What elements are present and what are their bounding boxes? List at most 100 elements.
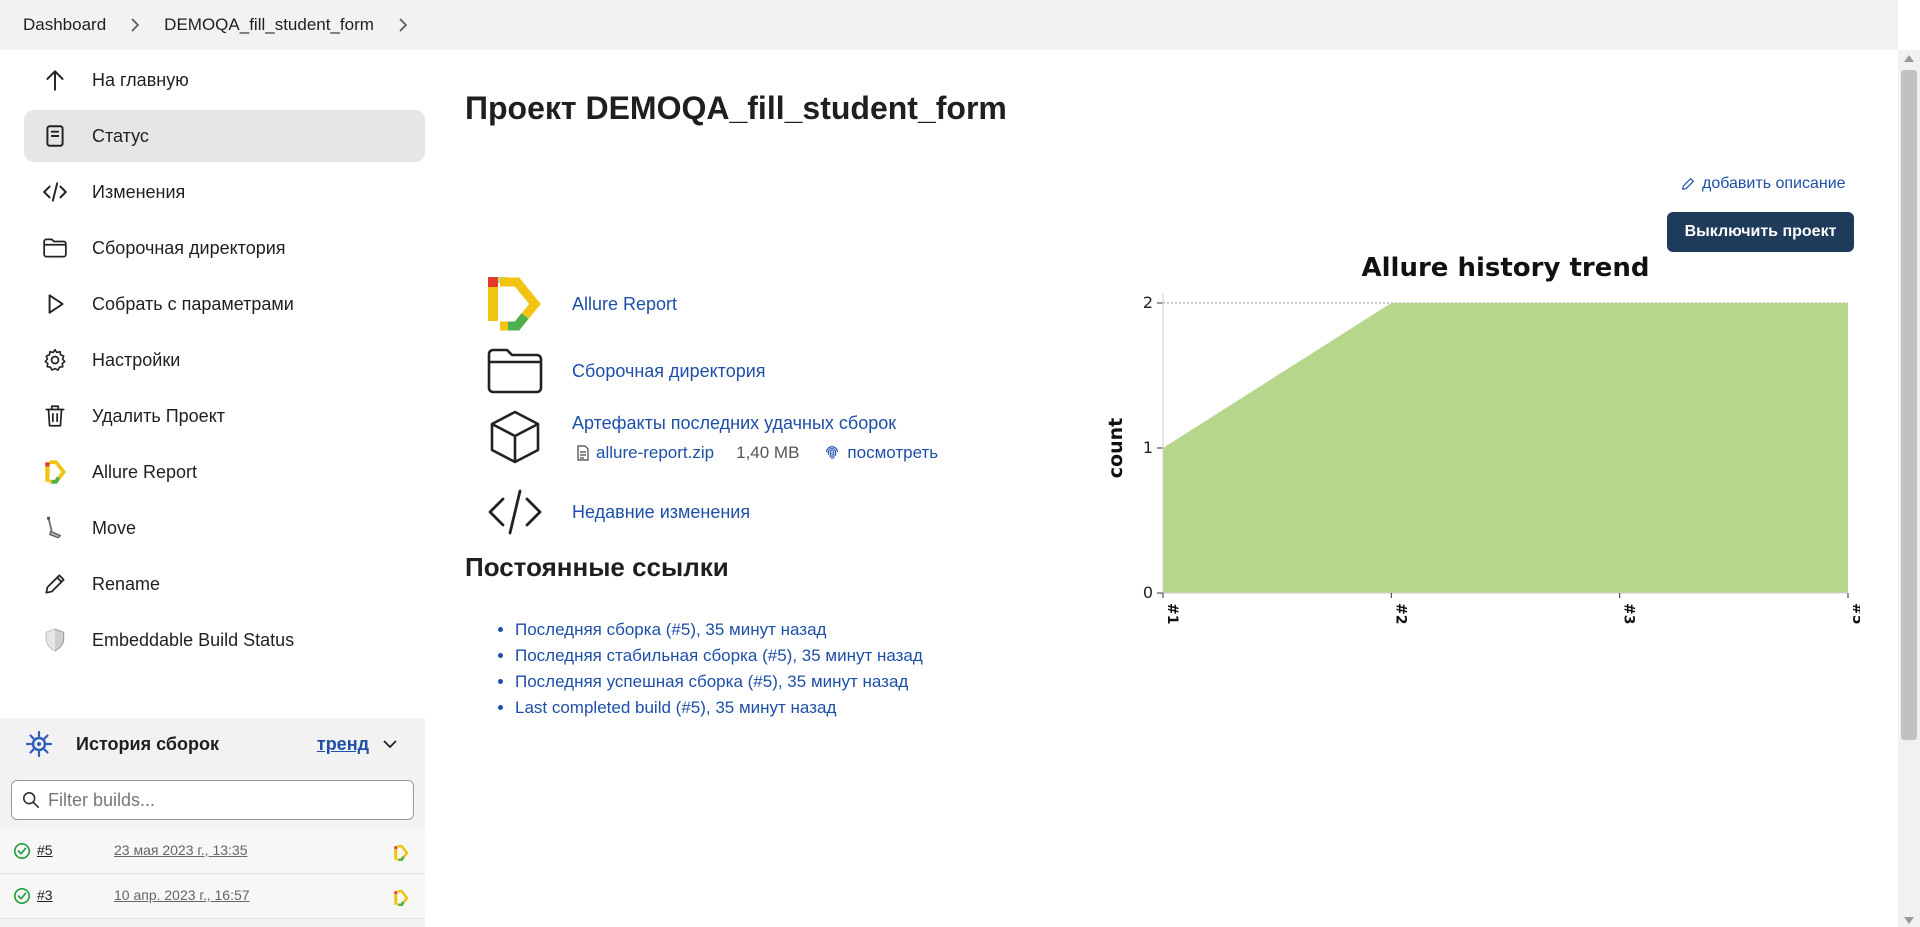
build-number-link[interactable]: #3 [37,887,53,903]
sidebar-item-settings[interactable]: Настройки [24,334,425,386]
recent-changes-link[interactable]: Недавние изменения [572,501,751,522]
permalink-last-stable-build[interactable]: Последняя стабильная сборка (#5), 35 мин… [515,646,923,665]
sidebar-item-label: Настройки [92,349,181,370]
allure-icon [486,275,544,333]
list-item: Last completed build (#5), 35 минут наза… [515,698,923,718]
play-icon [40,289,70,319]
trash-icon [40,401,70,431]
file-icon [577,445,589,461]
chart-svg: Allure history trend 0 1 2 #1 #2 #3 #5 count [1105,253,1865,624]
y-tick-label: 2 [1143,293,1153,312]
folder-icon [486,342,544,400]
sidebar-item-label: Собрать с параметрами [92,293,294,314]
build-date-link[interactable]: 10 апр. 2023 г., 16:57 [114,887,250,903]
sidebar-item-label: Move [92,517,137,538]
sidebar-item-rename[interactable]: Rename [24,558,425,610]
chevron-right-icon[interactable] [130,18,140,32]
x-tick-label: #1 [1164,603,1180,624]
permalinks-title: Постоянные ссылки [465,552,729,582]
sidebar-item-label: Embeddable Build Status [92,629,295,650]
sidebar-item-move[interactable]: Move [24,502,425,554]
list-item: Последняя стабильная сборка (#5), 35 мин… [515,646,923,666]
add-description-link[interactable]: добавить описание [1680,175,1846,193]
build-row[interactable]: #5 23 мая 2023 г., 13:35 [0,830,425,874]
sidebar-item-workspace[interactable]: Сборочная директория [24,222,425,274]
allure-report-link[interactable]: Allure Report [572,293,678,314]
artifacts-link[interactable]: Артефакты последних удачных сборок [572,412,897,433]
chevron-right-icon[interactable] [398,18,408,32]
scroll-down-icon[interactable] [1904,917,1914,924]
pencil-icon [40,569,70,599]
artifact-view-link[interactable]: посмотреть [847,443,939,462]
build-date-link[interactable]: 23 мая 2023 г., 13:35 [114,842,248,858]
scrollbar-thumb[interactable] [1901,70,1917,740]
sidebar-item-allure-report[interactable]: Allure Report [24,446,425,498]
trend-label: тренд [316,733,369,754]
folder-icon [40,233,70,263]
filter-builds-field[interactable] [11,780,414,820]
y-tick-label: 1 [1143,438,1153,457]
filter-builds-input[interactable] [48,789,388,811]
code-icon [40,177,70,207]
fingerprint-icon[interactable] [823,444,841,462]
code-icon [486,483,544,541]
chevron-down-icon[interactable] [383,739,397,749]
permalink-last-completed-build[interactable]: Last completed build (#5), 35 минут наза… [515,698,837,717]
sidebar-item-changes[interactable]: Изменения [24,166,425,218]
sidebar-item-label: Удалить Проект [92,405,226,426]
breadcrumb-project[interactable]: DEMOQA_fill_student_form [164,15,374,34]
sidebar-item-label: Изменения [92,181,186,202]
allure-report-link-row: Allure Report [486,275,677,333]
sidebar-item-status[interactable]: Статус [24,110,425,162]
document-icon [40,121,70,151]
y-axis-label: count [1105,418,1127,478]
allure-icon[interactable] [392,844,410,862]
permalinks-list: Последняя сборка (#5), 35 минут назад По… [515,620,923,724]
x-tick-label: #2 [1392,603,1408,624]
breadcrumb: Dashboard DEMOQA_fill_student_form [0,0,1898,50]
artifacts-link-row: Артефакты последних удачных сборок [486,408,896,466]
move-icon [40,513,70,543]
build-row[interactable]: #3 10 апр. 2023 г., 16:57 [0,875,425,919]
artifact-file-row: allure-report.zip 1,40 MB посмотреть [576,443,938,463]
sidebar-item-label: Allure Report [92,461,198,482]
shield-icon [40,625,70,655]
gear-icon [40,345,70,375]
area-series [1163,303,1848,593]
allure-history-trend-chart: Allure history trend 0 1 2 #1 #2 #3 #5 count [1100,240,1865,640]
chart-title: Allure history trend [1362,253,1650,283]
artifact-file-size: 1,40 MB [736,443,800,462]
x-tick-label: #5 [1849,603,1860,624]
breadcrumb-dashboard[interactable]: Dashboard [23,15,107,34]
list-item: Последняя сборка (#5), 35 минут назад [515,620,923,640]
sidebar-item-label: Rename [92,573,161,594]
build-history-header: История сборок тренд [0,718,425,770]
sidebar-item-label: На главную [92,69,189,90]
success-icon [13,887,31,905]
build-history-icon [24,729,54,759]
sidebar: На главную Статус Изменения Сборочная ди… [24,50,425,666]
sidebar-item-build-with-params[interactable]: Собрать с параметрами [24,278,425,330]
sidebar-item-label: Сборочная директория [92,237,286,258]
package-icon [486,408,544,466]
build-number-link[interactable]: #5 [37,842,53,858]
build-history-panel: История сборок тренд #5 23 мая 2023 г., … [0,718,425,927]
disable-project-button[interactable]: Выключить проект [1667,212,1854,252]
recent-changes-link-row: Недавние изменения [486,483,750,541]
sidebar-item-delete-project[interactable]: Удалить Проект [24,390,425,442]
sidebar-item-home[interactable]: На главную [24,54,425,106]
x-tick-label: #3 [1621,603,1637,624]
sidebar-item-embeddable-build-status[interactable]: Embeddable Build Status [24,614,425,666]
y-tick-label: 0 [1143,583,1153,602]
permalink-last-build[interactable]: Последняя сборка (#5), 35 минут назад [515,620,827,639]
success-icon [13,842,31,860]
scroll-up-icon[interactable] [1904,55,1914,62]
scrollbar[interactable] [1898,50,1920,927]
trend-link[interactable]: тренд [317,734,397,755]
workspace-link[interactable]: Сборочная директория [572,360,766,381]
allure-icon[interactable] [392,889,410,907]
arrow-up-icon [40,65,70,95]
artifact-file-link[interactable]: allure-report.zip [596,443,715,462]
build-history-title: История сборок [76,733,219,754]
permalink-last-successful-build[interactable]: Последняя успешная сборка (#5), 35 минут… [515,672,909,691]
